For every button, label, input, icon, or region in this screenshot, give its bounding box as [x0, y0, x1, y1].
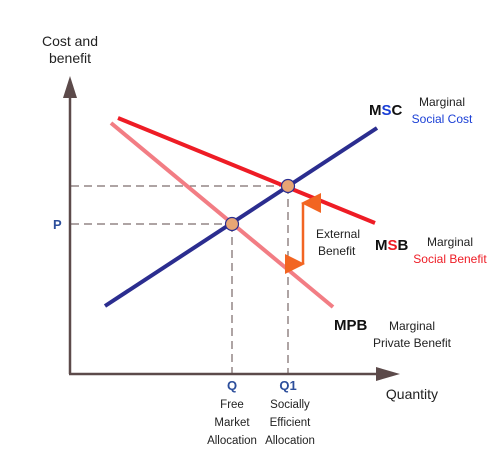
y-axis-label-line2: benefit	[49, 50, 91, 66]
q-desc-line2: Market	[214, 417, 250, 429]
social-equilibrium-point	[280, 178, 296, 194]
q-desc-line3: Allocation	[207, 435, 257, 447]
msb-curve	[117, 116, 376, 225]
q-label: Q	[227, 378, 237, 393]
msb-code-suffix: B	[398, 237, 409, 254]
y-axis-label-line1: Cost and	[42, 33, 98, 49]
msb-desc-line2: Social Benefit	[413, 252, 487, 266]
price-label: P	[53, 217, 62, 232]
q1-label: Q1	[279, 378, 296, 393]
q-desc-line1: Free	[220, 399, 244, 411]
msc-code-prefix: M	[369, 102, 382, 119]
q1-desc-line2: Efficient	[270, 417, 312, 429]
mpb-curve	[109, 121, 335, 309]
x-axis-arrowhead	[376, 367, 400, 381]
external-benefit-label-line2: Benefit	[318, 244, 356, 258]
msc-code-suffix: C	[392, 102, 403, 119]
private-equilibrium-point	[224, 216, 240, 232]
msb-code-prefix: M	[375, 237, 388, 254]
mpb-desc-line2: Private Benefit	[373, 336, 452, 350]
msc-code-highlight: S	[382, 102, 392, 119]
msc-desc-line1: Marginal	[419, 95, 465, 109]
msc-curve	[103, 126, 379, 308]
mpb-code: MPB	[334, 317, 368, 334]
x-axis-label: Quantity	[386, 386, 438, 402]
y-axis-arrowhead	[63, 76, 77, 98]
msb-code: MSB	[375, 237, 409, 254]
q1-desc-line3: Allocation	[265, 435, 315, 447]
msc-code: MSC	[369, 102, 403, 119]
q1-desc-line1: Socially	[270, 399, 310, 411]
external-benefit-label-line1: External	[316, 227, 360, 241]
msb-code-highlight: S	[388, 237, 398, 254]
msb-desc-line1: Marginal	[427, 235, 473, 249]
msc-desc-line2: Social Cost	[412, 112, 473, 126]
mpb-desc-line1: Marginal	[389, 319, 435, 333]
